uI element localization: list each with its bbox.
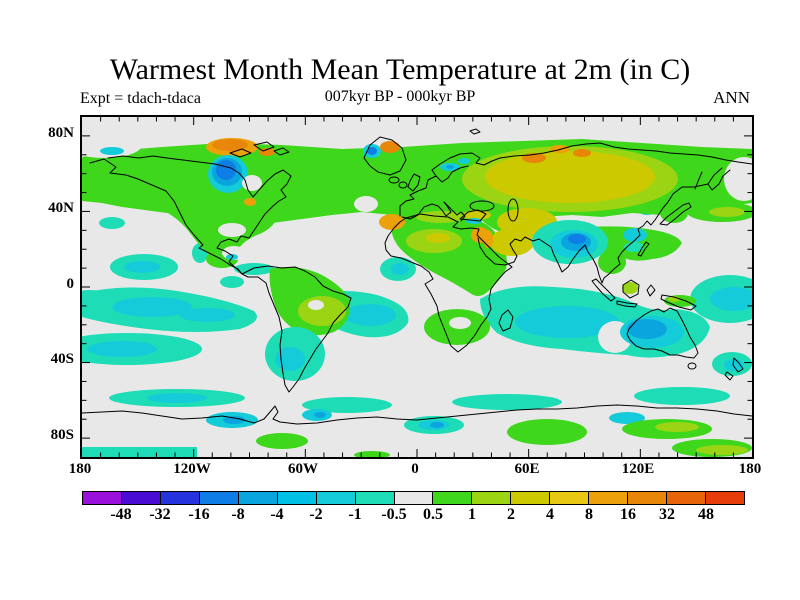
- colorbar-cell: [237, 492, 277, 504]
- colorbar-cell: [666, 492, 705, 504]
- anomaly-patches: [82, 132, 752, 381]
- colorbar: [82, 491, 745, 505]
- colorbar-cell: [471, 492, 511, 504]
- colorbar-tick-label: -0.5: [381, 506, 407, 523]
- colorbar-cell: [354, 492, 394, 504]
- colorbar-tick-label: -32: [149, 506, 171, 523]
- lat-label-80s: 80S: [50, 427, 74, 443]
- colorbar-tick-label: 48: [698, 506, 714, 523]
- colorbar-tick-label: -1: [348, 506, 362, 523]
- colorbar-cell: [432, 492, 472, 504]
- colorbar-cell: [705, 492, 744, 504]
- colorbar-tick-label: 0.5: [423, 506, 443, 523]
- map-plot: [82, 117, 752, 457]
- colorbar-cell: [510, 492, 550, 504]
- period-label: 007kyr BP - 000kyr BP: [324, 88, 476, 105]
- lon-label-0: 0: [411, 461, 419, 477]
- colorbar-tick-label: 4: [546, 506, 554, 523]
- colorbar-cell: [588, 492, 628, 504]
- lon-label-120e: 120E: [621, 461, 655, 477]
- colorbar-tick-label: -48: [110, 506, 132, 523]
- colorbar-cell: [276, 492, 316, 504]
- colorbar-cell: [627, 492, 667, 504]
- colorbar-tick-label: -16: [188, 506, 210, 523]
- colorbar-cell: [198, 492, 238, 504]
- season-label: ANN: [713, 88, 750, 107]
- lon-label-180e: 180: [738, 461, 762, 477]
- axis-ticks: [82, 117, 752, 457]
- colorbar-cell: [549, 492, 589, 504]
- colorbar-tick-label: 1: [468, 506, 476, 523]
- lat-label-0: 0: [66, 276, 75, 292]
- colorbar-tick-label: 16: [620, 506, 636, 523]
- colorbar-cell: [120, 492, 160, 504]
- lon-label-60w: 60W: [288, 461, 318, 477]
- colorbar-tick-label: -8: [231, 506, 245, 523]
- lat-label-40n: 40N: [48, 200, 74, 216]
- colorbar-cell: [83, 492, 121, 504]
- colorbar-cell: [159, 492, 199, 504]
- coastlines: [82, 128, 752, 425]
- colorbar-tick-label: 32: [658, 506, 675, 523]
- lat-label-40s: 40S: [50, 351, 74, 367]
- lon-label-120w: 120W: [173, 461, 211, 477]
- lat-label-80n: 80N: [48, 125, 74, 141]
- world-anomaly-map: [80, 115, 754, 459]
- experiment-label: Expt = tdach-tdaca: [80, 90, 201, 107]
- colorbar-cell: [315, 492, 355, 504]
- chart-title: Warmest Month Mean Temperature at 2m (in…: [109, 53, 691, 86]
- colorbar-tick-label: -2: [309, 506, 323, 523]
- colorbar-tick-label: -4: [270, 506, 284, 523]
- colorbar-cell: [393, 492, 433, 504]
- colorbar-labels: -48 -32 -16 -8 -4 -2 -1 -0.5 0.5 1 2 4 8 16 32 48: [82, 506, 745, 528]
- lon-label-60e: 60E: [514, 461, 540, 477]
- colorbar-tick-label: 8: [585, 506, 593, 523]
- colorbar-tick-label: 2: [506, 506, 515, 523]
- lon-label-180w: 180: [68, 461, 92, 477]
